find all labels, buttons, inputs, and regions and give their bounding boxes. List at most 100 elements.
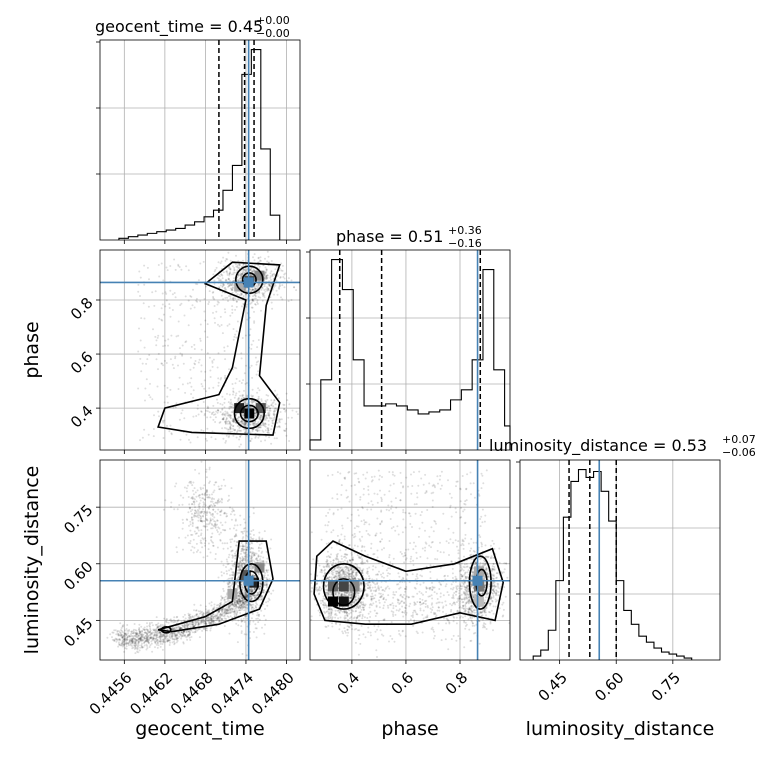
sample-point [201,546,203,548]
sample-point [275,403,277,405]
sample-point [139,647,141,649]
sample-point [182,528,184,530]
sample-point [257,370,259,372]
sample-point [244,403,246,405]
sample-point [216,524,218,526]
sample-point [240,430,242,432]
sample-point [169,644,171,646]
sample-point [503,609,505,611]
sample-point [234,309,236,311]
sample-point [194,363,196,365]
sample-point [186,487,188,489]
sample-point [164,385,166,387]
sample-point [262,287,264,289]
sample-point [169,265,171,267]
sample-point [209,467,211,469]
sample-point [282,270,284,272]
sample-point [203,388,205,390]
sample-point [146,358,148,360]
sample-point [205,438,207,440]
sample-point [163,618,165,620]
sample-point [204,298,206,300]
sample-point [215,416,217,418]
sample-point [276,266,278,268]
sample-point [279,277,281,279]
sample-point [250,560,252,562]
sample-point [234,536,236,538]
sample-point [163,636,165,638]
sample-point [238,397,240,399]
sample-point [270,279,272,281]
sample-point [225,289,227,291]
sample-point [222,609,224,611]
sample-point [234,334,236,336]
sample-point [258,339,260,341]
sample-point [186,639,188,641]
sample-point [234,397,236,399]
sample-point [152,624,154,626]
sample-point [198,473,200,475]
sample-point [271,308,273,310]
sample-point [140,277,142,279]
sample-point [194,512,196,514]
sample-point [220,514,222,516]
sample-point [246,531,248,533]
sample-point [238,601,240,603]
sample-point [217,612,219,614]
sample-point [265,400,267,402]
sample-point [255,357,257,359]
sample-point [209,497,211,499]
sample-point [194,509,196,511]
sample-point [264,530,266,532]
sample-point [127,632,129,634]
sample-point [158,415,160,417]
sample-point [229,271,231,273]
sample-point [189,508,191,510]
sample-point [221,499,223,501]
sample-point [165,619,167,621]
sample-point [259,389,261,391]
sample-point [176,546,178,548]
sample-point [213,490,215,492]
sample-point [255,602,257,604]
sample-point [190,523,192,525]
sample-point [191,497,193,499]
sample-point [208,609,210,611]
sample-point [187,383,189,385]
sample-point [175,483,177,485]
sample-point [234,605,236,607]
sample-point [242,653,244,655]
sample-point [143,302,145,304]
sample-point [192,631,194,633]
sample-point [224,350,226,352]
sample-point [240,558,242,560]
sample-point [220,285,222,287]
sample-point [239,515,241,517]
sample-point [240,275,242,277]
sample-point [225,516,227,518]
sample-point [212,622,214,624]
sample-point [206,489,208,491]
sample-point [228,323,230,325]
sample-point [163,314,165,316]
sample-point [143,429,145,431]
sample-point [143,265,145,267]
sample-point [184,341,186,343]
sample-point [240,524,242,526]
sample-point [217,412,219,414]
sample-point [205,613,207,615]
sample-point [256,346,258,348]
sample-point [201,411,203,413]
sample-point [175,406,177,408]
sample-point [258,292,260,294]
sample-point [134,642,136,644]
sample-point [170,506,172,508]
sample-point [267,251,269,253]
sample-point [259,558,261,560]
sample-point [176,616,178,618]
sample-point [243,528,245,530]
sample-point [224,398,226,400]
sample-point [277,294,279,296]
sample-point [258,555,260,557]
sample-point [207,520,209,522]
